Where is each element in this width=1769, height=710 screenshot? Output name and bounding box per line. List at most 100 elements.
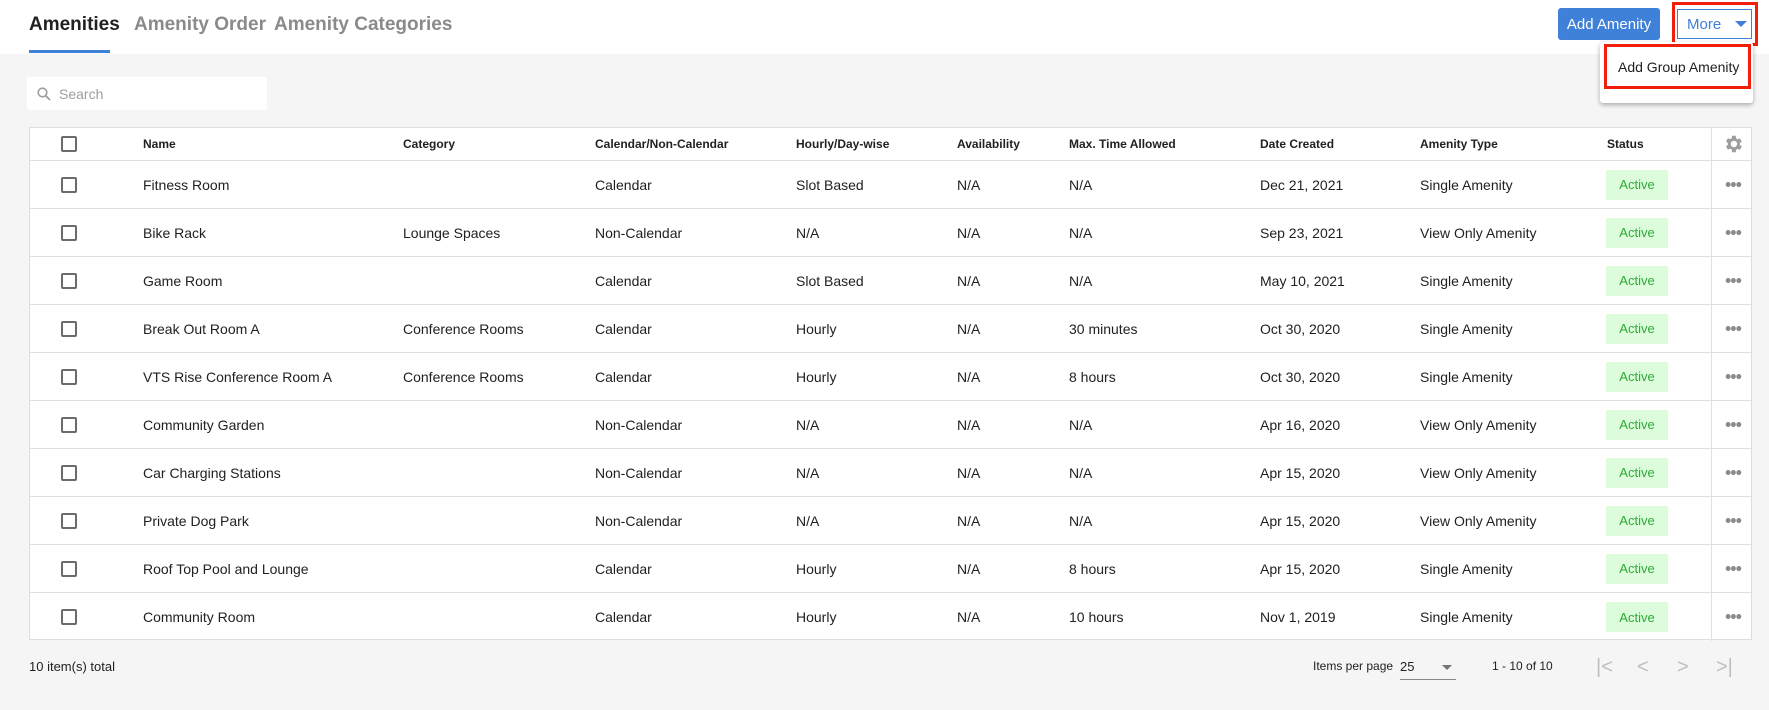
table-row[interactable]: VTS Rise Conference Room A Conference Roo… <box>30 353 1751 401</box>
more-button[interactable]: More <box>1677 9 1752 39</box>
next-page-icon[interactable]: > <box>1677 656 1689 678</box>
column-header[interactable]: Max. Time Allowed <box>1069 137 1176 151</box>
column-header[interactable]: Availability <box>957 137 1020 151</box>
column-divider <box>1711 209 1712 256</box>
select-all-checkbox[interactable] <box>61 136 77 152</box>
column-header[interactable]: Date Created <box>1260 137 1335 151</box>
amenities-table: Name Category Calendar/Non-Calendar Hourly/… <box>29 127 1752 641</box>
more-options-icon[interactable]: ••• <box>1725 270 1742 290</box>
table-cell: N/A <box>957 464 981 481</box>
table-cell: N/A <box>957 609 981 625</box>
table-cell: Community Garden <box>143 416 265 433</box>
table-cell: Conference Rooms <box>403 368 524 385</box>
more-options-icon[interactable]: ••• <box>1725 174 1742 194</box>
more-options-icon[interactable]: ••• <box>1725 558 1742 578</box>
gear-icon[interactable] <box>1722 133 1744 155</box>
table-cell: N/A <box>957 272 981 289</box>
items-per-page-select[interactable]: 25 <box>1400 655 1456 680</box>
table-row[interactable]: Bike Rack Lounge Spaces Non-Calendar N/A N/A… <box>30 209 1751 257</box>
tab-amenity-categories[interactable]: Amenity Categories <box>274 14 453 35</box>
table-cell: Private Dog Park <box>143 512 249 529</box>
table-cell: Oct 30, 2020 <box>1260 368 1341 385</box>
table-cell: View Only Amenity <box>1420 464 1537 481</box>
table-row[interactable]: Roof Top Pool and Lounge Calendar Hourly N/… <box>30 545 1751 593</box>
table-cell: Hourly <box>796 560 837 577</box>
row-checkbox[interactable] <box>61 464 77 481</box>
column-header[interactable]: Hourly/Day-wise <box>796 137 890 151</box>
column-divider <box>1711 161 1712 208</box>
table-cell: N/A <box>796 416 820 433</box>
table-cell: Slot Based <box>796 272 864 289</box>
table-row[interactable]: Fitness Room Calendar Slot Based N/A N/A Dec … <box>30 161 1751 209</box>
row-checkbox[interactable] <box>61 224 77 241</box>
table-cell: Calendar <box>595 272 652 289</box>
more-options-icon[interactable]: ••• <box>1725 606 1742 627</box>
more-options-icon[interactable]: ••• <box>1725 366 1742 386</box>
table-cell: Single Amenity <box>1420 320 1513 337</box>
status-badge: Active <box>1606 169 1668 200</box>
table-cell: Sep 23, 2021 <box>1260 224 1344 241</box>
row-checkbox[interactable] <box>61 560 77 577</box>
table-cell: Non-Calendar <box>595 224 683 241</box>
status-badge: Active <box>1606 553 1668 584</box>
more-options-icon[interactable]: ••• <box>1725 462 1742 482</box>
last-page-icon[interactable]: >| <box>1716 656 1733 678</box>
more-options-icon[interactable]: ••• <box>1725 222 1742 242</box>
table-row[interactable]: Game Room Calendar Slot Based N/A N/A May 10,… <box>30 257 1751 305</box>
more-options-icon[interactable]: ••• <box>1725 414 1742 434</box>
caret-down-icon <box>1442 665 1452 670</box>
menu-item-add-group-amenity[interactable]: Add Group Amenity <box>1604 44 1751 89</box>
table-cell: N/A <box>796 512 820 529</box>
row-checkbox[interactable] <box>61 416 77 433</box>
search-box <box>27 77 267 110</box>
table-cell: Hourly <box>796 609 837 625</box>
row-checkbox[interactable] <box>61 609 77 625</box>
table-cell: N/A <box>957 224 981 241</box>
row-checkbox[interactable] <box>61 272 77 289</box>
add-amenity-button[interactable]: Add Amenity <box>1558 8 1660 40</box>
table-row[interactable]: Break Out Room A Conference Rooms Calendar… <box>30 305 1751 353</box>
table-cell: View Only Amenity <box>1420 512 1537 529</box>
table-cell: Single Amenity <box>1420 176 1513 193</box>
column-divider <box>1711 353 1712 400</box>
table-cell: Calendar <box>595 609 652 625</box>
table-cell: Single Amenity <box>1420 272 1513 289</box>
table-cell: N/A <box>1069 512 1093 529</box>
status-badge: Active <box>1606 409 1668 440</box>
table-cell: View Only Amenity <box>1420 224 1537 241</box>
table-cell: Calendar <box>595 176 652 193</box>
table-cell: May 10, 2021 <box>1260 272 1345 289</box>
column-divider <box>1711 128 1712 160</box>
column-header[interactable]: Name <box>143 137 176 151</box>
table-cell: N/A <box>1069 224 1093 241</box>
more-options-icon[interactable]: ••• <box>1725 510 1742 530</box>
more-label: More <box>1687 15 1722 33</box>
previous-page-icon[interactable]: < <box>1637 656 1649 678</box>
column-divider <box>1711 257 1712 304</box>
table-row[interactable]: Private Dog Park Non-Calendar N/A N/A N/A Apr… <box>30 497 1751 545</box>
row-checkbox[interactable] <box>61 512 77 529</box>
column-header[interactable]: Amenity Type <box>1420 137 1498 151</box>
table-cell: Apr 15, 2020 <box>1260 560 1341 577</box>
more-options-icon[interactable]: ••• <box>1725 318 1742 338</box>
search-input[interactable] <box>59 85 249 102</box>
column-header[interactable]: Status <box>1607 137 1644 151</box>
table-cell: N/A <box>1069 464 1093 481</box>
table-cell: N/A <box>957 176 981 193</box>
row-checkbox[interactable] <box>61 368 77 385</box>
tab-amenities[interactable]: Amenities <box>29 14 120 35</box>
total-count: 10 item(s) total <box>29 659 115 674</box>
column-header[interactable]: Category <box>403 137 456 151</box>
row-checkbox[interactable] <box>61 176 77 193</box>
column-header[interactable]: Calendar/Non-Calendar <box>595 137 729 151</box>
table-row[interactable]: Community Room Calendar Hourly N/A 10 hours N… <box>30 593 1751 641</box>
tab-amenity-order[interactable]: Amenity Order <box>134 14 266 35</box>
first-page-icon[interactable]: |< <box>1596 656 1613 678</box>
table-cell: Hourly <box>796 368 837 385</box>
row-checkbox[interactable] <box>61 320 77 337</box>
table-cell: Dec 21, 2021 <box>1260 176 1344 193</box>
table-row[interactable]: Community Garden Non-Calendar N/A N/A N/A Apr… <box>30 401 1751 449</box>
table-cell: Single Amenity <box>1420 560 1513 577</box>
table-cell: Fitness Room <box>143 176 230 193</box>
table-row[interactable]: Car Charging Stations Non-Calendar N/A N/A N… <box>30 449 1751 497</box>
